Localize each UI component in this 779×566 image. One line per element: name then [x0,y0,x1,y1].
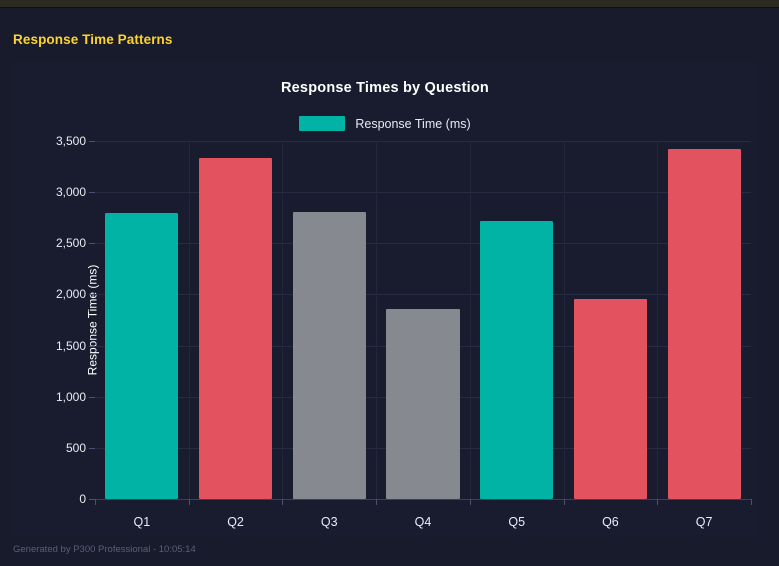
bar-q3[interactable] [292,211,366,499]
y-tick-label-2500: 2,500 [55,236,86,251]
vertical-gridline-2 [282,141,284,499]
legend-label-response-time: Response Time (ms) [355,116,471,131]
y-tick-mark-500 [89,447,95,449]
vertical-gridline-6 [657,141,659,499]
chart-legend: Response Time (ms) [13,116,757,131]
y-tick-label-1500: 1,500 [55,338,86,353]
x-tick-mark-q4 [376,499,378,505]
bar-group-q4: Q4 [376,141,470,529]
y-tick-label-3000: 3,000 [55,185,86,200]
x-tick-label-q6: Q6 [602,515,619,529]
y-tick-mark-3500 [89,141,95,142]
legend-swatch-response-time [299,116,346,131]
bar-series-response-time: Q1 Q2 Q3 Q4 Q5 Q6 Q7 [95,141,752,529]
plot-area: Response Time (ms) 0 500 1,000 1,500 2,000 2,… [56,134,752,529]
y-tick-mark-2500 [89,243,95,245]
vertical-gridline-3 [376,141,378,499]
x-tick-label-q2: Q2 [227,515,244,529]
vertical-gridline-4 [469,141,471,499]
page-title: Response Time Patterns [13,32,173,47]
bar-group-q5: Q5 [469,141,564,529]
x-tick-mark-q1 [95,499,96,505]
y-tick-label-2000: 2,000 [55,287,86,302]
y-tick-mark-1500 [89,345,95,347]
bar-q4[interactable] [386,308,460,499]
chart-title: Response Times by Question [281,80,489,96]
x-tick-label-q7: Q7 [695,515,713,529]
y-tick-mark-0 [89,499,95,500]
x-tick-mark-end [751,499,752,505]
bar-q5[interactable] [480,220,554,499]
x-tick-label-q5: Q5 [508,515,526,529]
gridline-2500 [95,243,751,245]
bar-q2[interactable] [199,158,273,499]
y-tick-label-1000: 1,000 [55,389,86,404]
bar-group-q6: Q6 [563,141,658,529]
bar-q1[interactable] [105,212,179,499]
gridline-0 [95,499,751,500]
y-tick-mark-3000 [89,192,95,194]
x-tick-mark-q6 [563,499,565,505]
x-tick-mark-q3 [282,499,284,505]
bar-group-q1: Q1 [95,141,189,529]
y-tick-label-0: 0 [79,492,86,506]
chart-card: Response Times by Question Response Time… [13,62,757,535]
gridline-3500 [95,141,751,142]
bar-group-q7: Q7 [657,141,751,529]
y-tick-mark-1000 [89,396,95,398]
x-tick-label-q3: Q3 [320,515,338,529]
gridline-3000 [95,192,751,194]
x-tick-label-q1: Q1 [133,515,151,529]
x-tick-mark-q5 [469,499,471,505]
bar-group-q2: Q2 [188,141,283,529]
vertical-gridline-5 [563,141,565,499]
footer-generated-by: Generated by P300 Professional - 10:05:1… [13,544,196,555]
y-tick-mark-2000 [89,294,95,296]
y-tick-label-3500: 3,500 [55,134,86,148]
bar-q6[interactable] [573,298,647,499]
bar-q7[interactable] [667,149,741,499]
vertical-gridline-1 [188,141,190,499]
x-tick-mark-q2 [188,499,190,505]
x-tick-label-q4: Q4 [414,515,432,529]
y-tick-label-500: 500 [65,440,86,455]
gridline-2000 [95,294,751,296]
window-top-strip [0,0,779,8]
x-tick-mark-q7 [657,499,659,505]
bar-group-q3: Q3 [282,141,376,529]
